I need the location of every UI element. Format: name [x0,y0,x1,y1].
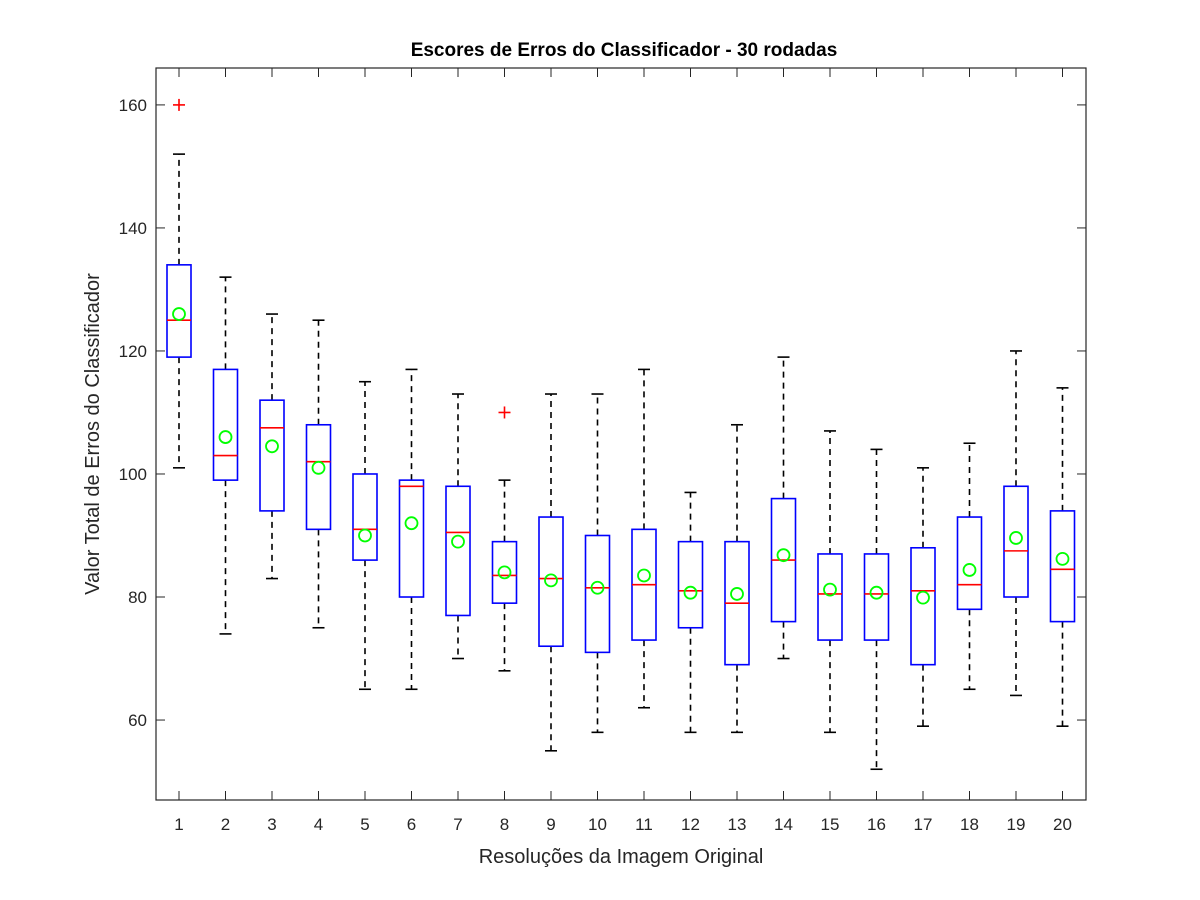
iqr-box [677,540,704,629]
x-tick-label: 6 [407,815,416,834]
box-group-11 [631,368,657,709]
x-tick-label: 11 [635,815,653,834]
x-tick-label: 8 [500,815,509,834]
iqr-box [166,264,192,358]
x-tick-label: 9 [546,815,555,834]
x-tick-label: 20 [1053,815,1072,834]
mean-marker [869,585,884,600]
box-group-5 [352,380,378,691]
x-tick-label: 17 [914,815,933,834]
x-tick-label: 1 [174,815,183,834]
y-tick-label: 80 [128,588,147,607]
x-tick-label: 4 [314,815,323,834]
mean-marker [1009,531,1023,545]
iqr-box [352,473,378,561]
x-tick-label: 3 [267,815,276,834]
mean-marker [776,548,791,563]
x-tick-label: 10 [588,815,607,834]
mean-marker [823,582,837,597]
box-group-1 [166,98,192,469]
x-tick-label: 2 [221,815,230,834]
mean-marker [1055,551,1070,566]
mean-marker [916,590,930,605]
mean-marker [590,580,605,595]
x-tick-label: 15 [821,815,840,834]
x-tick-label: 14 [774,815,793,834]
box-group-2 [212,276,239,635]
y-axis-ticks: 60 80 100 120 140 160 [119,96,1086,730]
iqr-box [584,534,611,654]
mean-marker [451,534,465,549]
box-group-9 [538,393,564,752]
box-group-14 [770,356,797,660]
box-group-19 [1003,350,1029,697]
outlier-marker [173,98,185,111]
box-group-18 [956,442,983,691]
iqr-box [212,368,239,481]
iqr-box [305,423,332,531]
x-axis-ticks: 1 2 3 4 5 6 7 8 9 10 11 12 13 14 15 16 17 18 19 20 [174,68,1072,834]
mean-marker [962,563,977,577]
x-tick-label: 12 [681,815,700,834]
y-tick-label: 160 [119,96,147,115]
box-group-7 [445,393,471,660]
mean-marker [637,568,651,583]
iqr-box [398,479,425,598]
box-group-20 [1049,387,1076,727]
x-tick-label: 7 [453,815,462,834]
iqr-box [1003,485,1029,598]
y-tick-label: 100 [119,465,147,484]
box-group-15 [817,430,843,734]
box-group-4 [305,319,332,629]
x-tick-label: 18 [960,815,979,834]
iqr-box [956,516,983,611]
mean-marker [218,430,233,444]
x-tick-label: 16 [867,815,886,834]
box-group-3 [259,313,285,580]
x-tick-label: 19 [1007,815,1026,834]
mean-marker [311,460,326,475]
chart-title: Escores de Erros do Classificador - 30 r… [411,40,838,61]
box-group-8 [491,406,518,672]
iqr-box [910,546,936,666]
axes-frame [155,67,1087,801]
box-group-12 [677,491,704,734]
y-axis-label: Valor Total de Erros do Classificador [82,273,104,595]
iqr-box [817,553,843,641]
mean-marker [497,565,512,580]
x-tick-label: 5 [360,815,369,834]
box-group-6 [398,368,425,691]
y-tick-label: 120 [119,342,147,361]
box-group-13 [724,423,750,734]
x-axis-label: Resoluções da Imagem Original [479,846,764,868]
mean-marker [404,516,419,531]
box-group-10 [584,393,611,734]
iqr-box [445,485,471,617]
iqr-box [863,553,890,641]
box-group-16 [863,448,890,771]
mean-marker [544,573,558,588]
y-tick-label: 140 [119,219,147,238]
mean-marker [730,587,744,601]
iqr-box [538,516,564,648]
iqr-box [259,399,285,512]
mean-marker [683,585,698,600]
iqr-box [1049,510,1076,623]
mean-marker [172,307,186,321]
y-tick-label: 60 [128,711,147,730]
iqr-box [491,540,518,604]
plot-area [166,98,1076,771]
x-tick-label: 13 [728,815,747,834]
box-group-17 [910,467,936,727]
mean-marker [358,528,372,543]
outlier-marker [498,406,511,419]
mean-marker [265,439,279,454]
